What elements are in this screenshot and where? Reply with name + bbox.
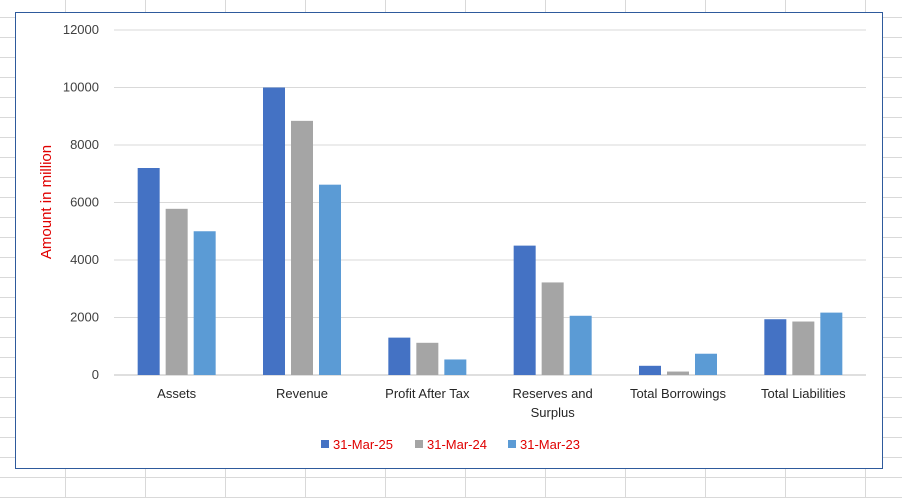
bar-31-Mar-25-1 — [263, 87, 285, 375]
bar-31-Mar-24-1 — [291, 120, 313, 375]
y-tick-label: 4000 — [70, 252, 99, 267]
legend: 31-Mar-25 31-Mar-24 31-Mar-23 — [321, 437, 580, 452]
bar-31-Mar-25-5 — [764, 319, 787, 375]
y-tick-label: 2000 — [70, 310, 99, 325]
legend-label: 31-Mar-24 — [427, 437, 487, 452]
bar-31-Mar-23-4 — [695, 353, 717, 375]
category-label: Revenue — [276, 386, 328, 401]
category-label: Profit After Tax — [385, 386, 470, 401]
bar-31-Mar-25-0 — [137, 168, 160, 375]
legend-swatch — [415, 440, 423, 448]
category-label: Total Liabilities — [761, 386, 846, 401]
bar-31-Mar-25-4 — [639, 365, 661, 375]
category-label: Total Borrowings — [630, 386, 727, 401]
bar-31-Mar-25-2 — [388, 337, 411, 375]
bar-31-Mar-24-2 — [416, 342, 439, 375]
legend-label: 31-Mar-23 — [520, 437, 580, 452]
y-tick-label: 10000 — [63, 80, 99, 95]
category-label: Surplus — [531, 405, 576, 420]
gridlines — [114, 29, 866, 376]
bar-31-Mar-23-2 — [444, 359, 467, 375]
legend-label: 31-Mar-25 — [333, 437, 393, 452]
category-labels: Assets Revenue Profit After Tax Reserves an… — [157, 386, 846, 420]
bar-31-Mar-25-3 — [513, 245, 536, 375]
bar-31-Mar-23-0 — [193, 231, 216, 375]
bar-31-Mar-24-3 — [541, 282, 564, 375]
bar-31-Mar-23-5 — [820, 312, 843, 375]
legend-swatch — [321, 440, 329, 448]
legend-swatch — [508, 440, 516, 448]
y-tick-label: 6000 — [70, 195, 99, 210]
bar-31-Mar-24-0 — [165, 208, 188, 375]
y-axis-ticks: 0 2000 4000 6000 8000 10000 12000 — [63, 22, 99, 382]
bar-31-Mar-24-5 — [792, 321, 815, 375]
y-tick-label: 8000 — [70, 137, 99, 152]
bars — [137, 87, 843, 375]
bar-31-Mar-23-1 — [319, 184, 341, 375]
y-tick-label: 0 — [92, 367, 99, 382]
bar-31-Mar-23-3 — [569, 315, 592, 375]
y-tick-label: 12000 — [63, 22, 99, 37]
y-axis-label: Amount in million — [38, 145, 55, 259]
bar-31-Mar-24-4 — [667, 371, 689, 375]
category-label: Assets — [157, 386, 197, 401]
category-label: Reserves and — [513, 386, 593, 401]
